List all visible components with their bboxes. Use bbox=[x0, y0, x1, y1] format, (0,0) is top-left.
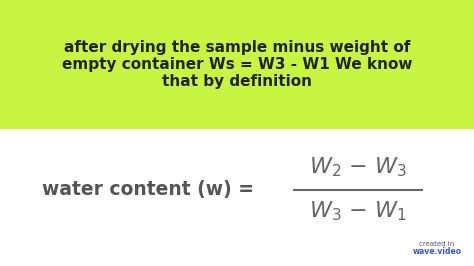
Text: water content (w) =: water content (w) = bbox=[42, 180, 254, 199]
Text: that by definition: that by definition bbox=[162, 74, 312, 89]
Text: empty container Ws = W3 - W1 We know: empty container Ws = W3 - W1 We know bbox=[62, 57, 412, 72]
Text: $\mathit{W}_2\ \mathsf{-}\ \mathit{W}_3$: $\mathit{W}_2\ \mathsf{-}\ \mathit{W}_3$ bbox=[309, 156, 407, 179]
Text: after drying the sample minus weight of: after drying the sample minus weight of bbox=[64, 40, 410, 55]
Text: $\mathit{W}_3\ \mathsf{-}\ \mathit{W}_1$: $\mathit{W}_3\ \mathsf{-}\ \mathit{W}_1$ bbox=[309, 200, 407, 223]
Bar bbox=[0, 0, 474, 129]
Text: created in: created in bbox=[419, 241, 455, 247]
Bar bbox=[0, 129, 474, 266]
Text: wave.video: wave.video bbox=[412, 247, 462, 256]
